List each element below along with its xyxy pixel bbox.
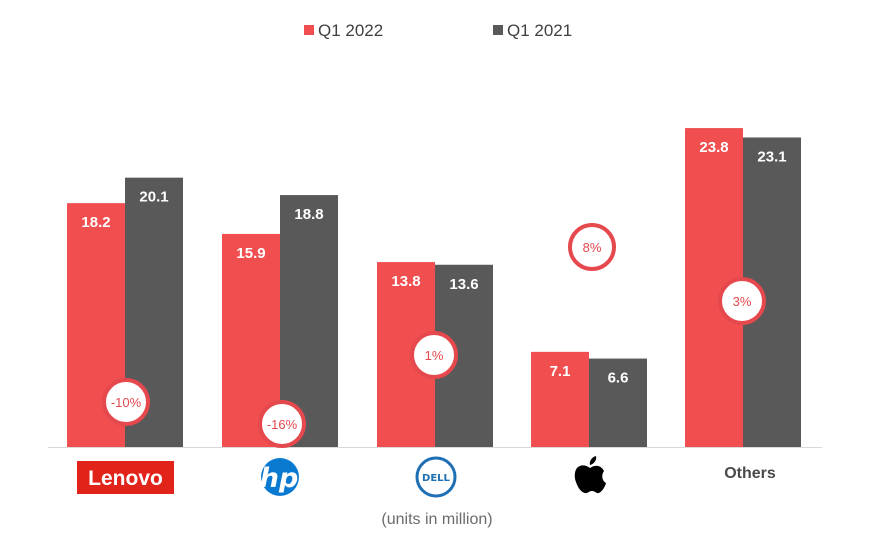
lenovo-logo: Lenovo — [77, 461, 174, 494]
lenovo-logo-text: Lenovo — [88, 467, 163, 490]
value-label-hp-q1-2021: 18.8 — [294, 206, 323, 223]
value-label-others-q1-2022: 23.8 — [699, 139, 728, 156]
units-caption: (units in million) — [381, 511, 492, 528]
apple-logo — [574, 456, 606, 494]
bar-apple-q1-2022 — [531, 351, 589, 447]
value-label-lenovo-q1-2022: 18.2 — [81, 214, 110, 231]
value-label-hp-q1-2022: 15.9 — [236, 245, 265, 262]
growth-label-lenovo: -10% — [111, 395, 142, 410]
growth-badges: -10% -16% 1% 8% 3% — [102, 223, 766, 448]
value-label-apple-q1-2022: 7.1 — [550, 363, 571, 380]
legend-swatch-q1-2021 — [493, 25, 503, 35]
value-label-apple-q1-2021: 6.6 — [608, 370, 629, 387]
value-label-dell-q1-2021: 13.6 — [449, 276, 478, 293]
dell-logo-text: DELL — [422, 473, 451, 484]
value-label-others-q1-2021: 23.1 — [757, 148, 786, 165]
growth-badge-dell — [410, 331, 458, 379]
growth-badge-apple — [568, 223, 616, 271]
growth-label-hp: -16% — [267, 417, 298, 432]
hp-logo: hp — [260, 458, 299, 496]
value-label-dell-q1-2022: 13.8 — [391, 273, 420, 290]
value-label-lenovo-q1-2021: 20.1 — [139, 189, 168, 206]
legend-swatch-q1-2022 — [304, 25, 314, 35]
hp-logo-text: hp — [260, 463, 299, 494]
legend-label-q1-2022: Q1 2022 — [318, 21, 383, 40]
legend: Q1 2022 Q1 2021 — [304, 21, 572, 40]
growth-label-apple: 8% — [583, 240, 602, 255]
legend-label-q1-2021: Q1 2021 — [507, 21, 572, 40]
bar-apple-q1-2021 — [589, 358, 647, 447]
growth-badge-others — [718, 277, 766, 325]
bars: 18.2 20.1 15.9 18.8 13.8 13.6 7.1 6.6 23.8 23.1 — [67, 128, 801, 447]
growth-label-dell: 1% — [425, 348, 444, 363]
others-label: Others — [724, 465, 776, 482]
growth-badge-hp — [258, 400, 306, 448]
growth-label-others: 3% — [733, 294, 752, 309]
dell-logo: DELL — [415, 456, 457, 498]
growth-badge-lenovo — [102, 378, 150, 426]
